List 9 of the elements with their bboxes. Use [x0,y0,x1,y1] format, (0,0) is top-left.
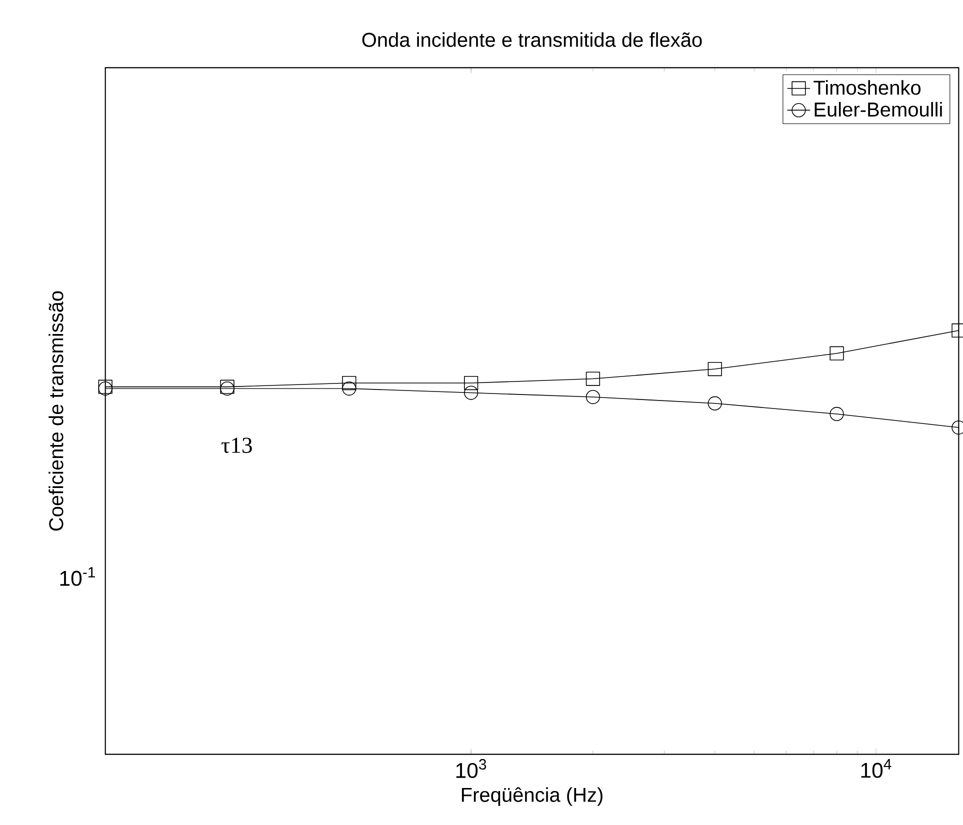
text: 10$^{-1}$ [60,567,95,586]
annotation: τ13 [222,438,252,453]
x-tick-label: 10$^{4}$ [861,759,892,778]
legend-label: Euler-Bemoulli [814,102,942,117]
x-axis-title: Freqüência (Hz) [462,787,602,806]
legend-label: Timoshenko [814,80,921,95]
chart-title: Onda incidente e transmitida de flexão [362,32,702,47]
x-tick-label: 10$^{3}$ [456,759,486,778]
y-axis-title: Coeficiente de transmissão [48,291,64,531]
